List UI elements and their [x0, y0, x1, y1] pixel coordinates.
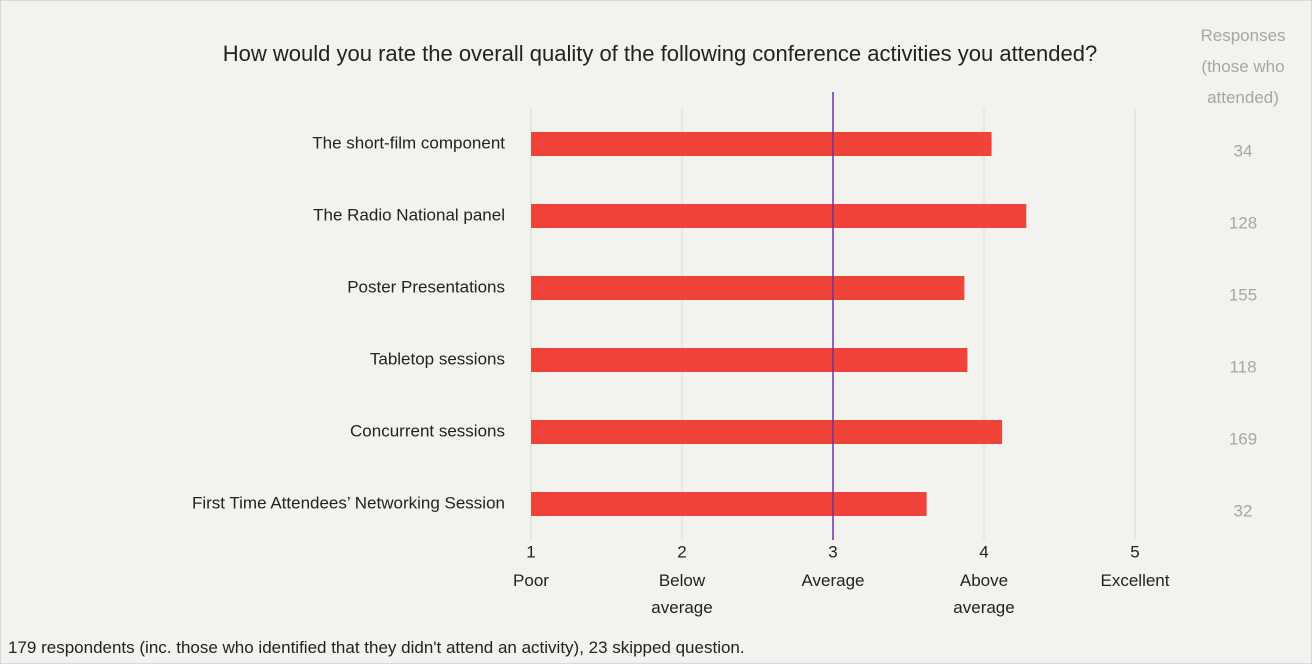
bar	[531, 492, 927, 516]
bar	[531, 420, 1003, 444]
x-tick-label: 2	[677, 542, 686, 561]
x-tick-description: Poor	[513, 571, 549, 590]
response-count: 155	[1229, 285, 1257, 304]
category-label: The Radio National panel	[313, 205, 505, 224]
x-tick-description: Below average	[651, 571, 713, 617]
footnote: 179 respondents (inc. those who identifi…	[8, 638, 745, 657]
response-count: 34	[1234, 141, 1253, 160]
bar	[531, 276, 965, 300]
response-count: 118	[1229, 357, 1256, 376]
response-count: 32	[1234, 501, 1253, 520]
x-tick-label: 1	[526, 542, 535, 561]
category-label: Concurrent sessions	[350, 421, 505, 440]
x-tick-description: Average	[801, 571, 865, 590]
response-count: 128	[1229, 213, 1257, 232]
bar	[531, 204, 1027, 228]
category-label: First Time Attendees’ Networking Session	[192, 493, 505, 512]
chart-title: How would you rate the overall quality o…	[222, 41, 1098, 66]
responses-header: Responses (those who attended)	[1200, 26, 1286, 107]
x-tick-label: 3	[828, 542, 837, 561]
x-tick-label: 4	[979, 542, 988, 561]
response-count: 169	[1229, 429, 1257, 448]
category-label: Tabletop sessions	[370, 349, 505, 368]
bar	[531, 348, 968, 372]
category-label: The short-film component	[312, 133, 505, 152]
x-tick-description: Excellent	[1100, 571, 1170, 590]
category-label: Poster Presentations	[347, 277, 505, 296]
x-tick-description: Above average	[953, 571, 1015, 617]
x-tick-label: 5	[1130, 542, 1139, 561]
bar	[531, 132, 992, 156]
